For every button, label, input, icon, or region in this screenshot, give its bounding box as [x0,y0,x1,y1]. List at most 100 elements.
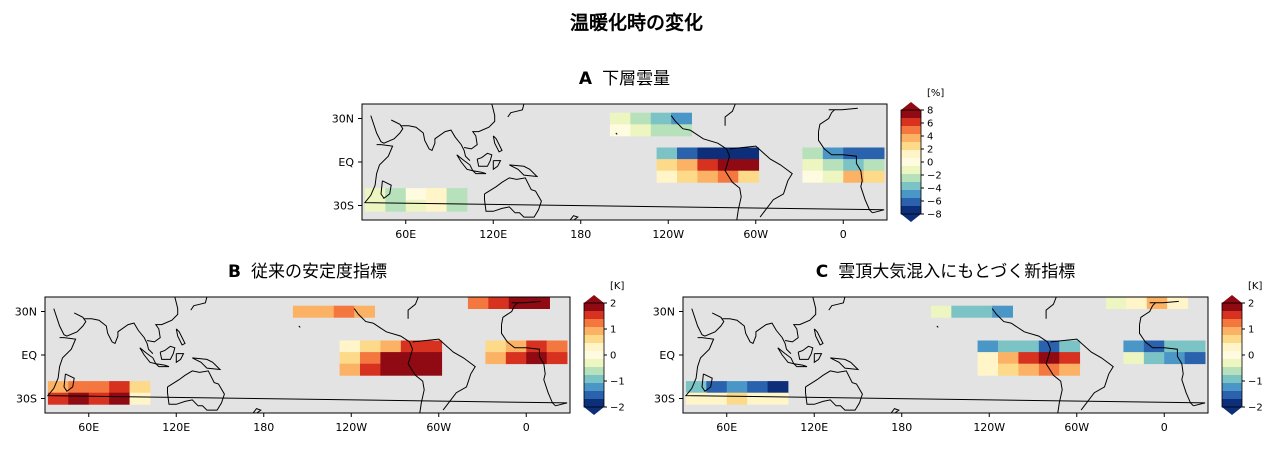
coastline [370,115,404,144]
heat-cell [68,392,90,405]
heat-cell [1164,352,1186,365]
colorbar-segment [584,375,604,384]
heat-cell [747,392,768,405]
heat-cell [360,340,381,353]
heat-cell [697,159,719,172]
colorbar-segment [901,206,921,215]
colorbar-segment [584,303,604,312]
y-tick-label: 30N [15,306,37,319]
main-title: 温暖化時の変化 [569,12,703,34]
heat-cell [546,352,568,365]
x-tick-label: 180 [891,421,912,434]
panel-a-text: 下層雲量 [602,69,671,89]
colorbar-tick-label: 1 [1248,325,1254,336]
heat-cell [313,305,335,318]
heat-cell [1059,340,1081,353]
heat-cell [1105,297,1127,309]
colorbar-tick-label: 0 [610,351,616,362]
coastline [1139,324,1194,407]
coastline [701,373,713,393]
coastline [363,144,885,214]
coastline [401,125,471,161]
heat-cell [992,305,1013,318]
heat-cell [88,392,110,405]
y-tick-label: 30S [654,393,675,406]
heat-cell [485,340,507,353]
coastline [507,104,525,118]
colorbar-tick-label: −6 [927,197,942,208]
heat-cell [706,381,728,394]
colorbar-tick-label: 0 [927,158,933,169]
heat-cell [1143,340,1165,353]
x-tick-label: 120W [335,421,367,434]
heat-cell [1059,352,1081,365]
heat-cell [405,199,427,212]
heat-cell [1018,340,1040,353]
colorbar-segment [1222,351,1242,360]
coastline [1050,338,1114,411]
x-tick-label: 120E [162,421,190,434]
heat-cell [360,363,381,376]
y-tick-label: EQ [21,349,37,362]
coastline [353,308,374,324]
colorbar-segment [1222,311,1242,320]
colorbar-segment [901,118,921,127]
colorbar-min-arrow [584,407,604,415]
heat-cell [656,170,678,183]
heat-cell [863,170,885,183]
coastline [830,357,860,371]
map-content [684,297,1206,413]
panel-b-title: B 従来の安定度指標 [45,257,570,282]
heat-cell [546,340,568,353]
colorbar-segment [901,158,921,167]
coastline [724,148,742,220]
colorbar-unit: [K] [1248,281,1262,292]
colorbar-segment [1222,391,1242,400]
heat-cell [802,170,824,183]
coastline [476,152,493,167]
coastline [805,370,863,411]
colorbar-segment [584,383,604,392]
coastline [190,297,208,311]
heat-cell [380,340,402,353]
coastline [818,131,873,214]
heat-cell [677,170,698,183]
y-tick-label: EQ [659,349,675,362]
heat-cell [405,188,427,201]
heat-cell [767,392,789,405]
heat-cell [1018,352,1040,365]
heat-cell [526,352,548,365]
heat-cell [998,340,1019,353]
y-tick-label: EQ [338,156,354,169]
colorbar-max-arrow [1222,295,1242,303]
colorbar-segment [584,335,604,344]
coastline [569,215,579,220]
heat-cell [364,188,386,201]
heat-cell [656,147,678,160]
heat-cell [505,352,527,365]
x-tick-label: 180 [570,228,591,241]
colorbar-segment [584,391,604,400]
heat-cell [843,159,865,172]
coastline [785,297,817,343]
heat-cell [706,392,728,405]
x-tick-label: 60W [743,228,768,241]
heat-cell [822,147,844,160]
heat-cell [717,170,739,183]
heat-cell [421,340,443,353]
colorbar-tick-label: −1 [1248,377,1263,388]
colorbar-segment [1222,319,1242,328]
colorbar-segment [901,142,921,151]
heat-cell [421,352,443,365]
heat-cell [630,112,652,125]
x-tick-label: 0 [523,421,530,434]
heat-cell [488,297,510,309]
heat-cell [677,159,698,172]
heat-cell [650,112,672,125]
coastline [484,177,542,218]
heat-cell [333,305,355,318]
heat-cell [1126,297,1148,309]
heat-cell [843,147,865,160]
heat-cell [998,363,1019,376]
coastline [407,297,419,319]
